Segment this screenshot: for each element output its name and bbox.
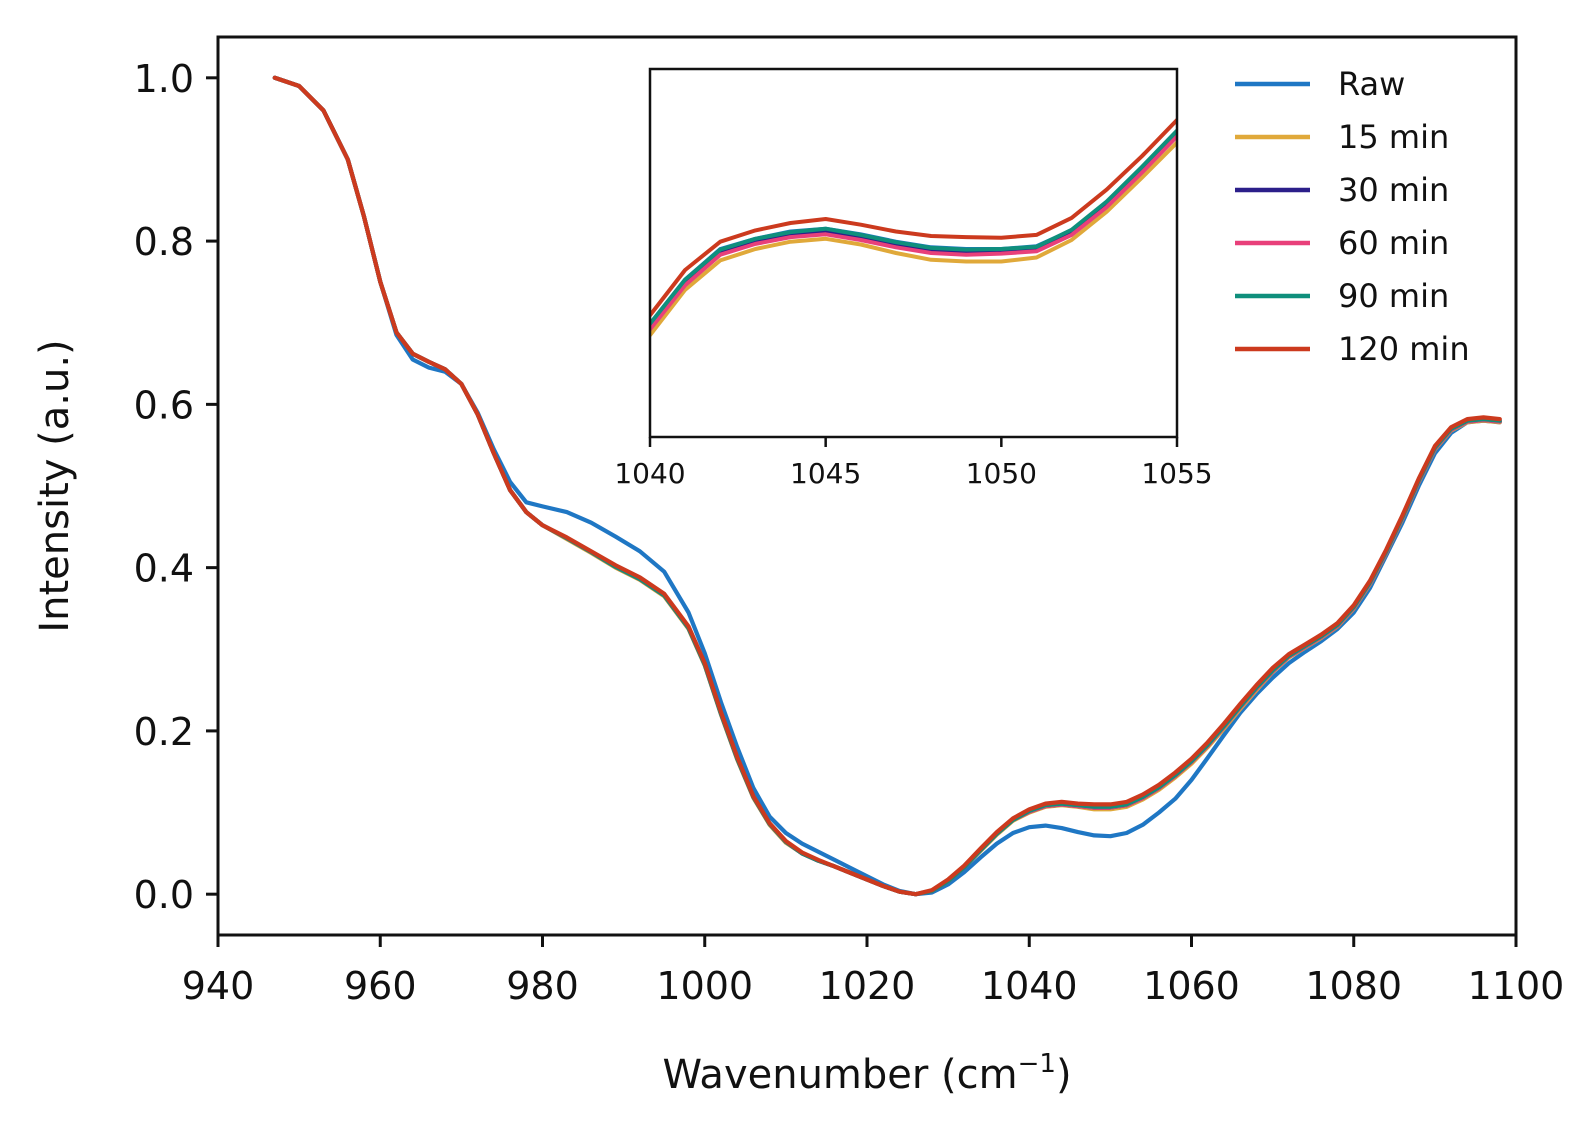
legend-item-raw: Raw: [1235, 65, 1405, 103]
legend: Raw 15 min 30 min 60 min 90 min 120 min: [1235, 65, 1470, 368]
y-axis-label: Intensity (a.u.): [32, 339, 78, 632]
legend-label: 90 min: [1338, 277, 1449, 315]
main-ytick-label: 0.8: [134, 220, 194, 264]
legend-item-60-min: 60 min: [1235, 224, 1449, 262]
main-ytick-label: 0.0: [134, 873, 194, 917]
legend-label: 60 min: [1338, 224, 1449, 262]
legend-label: 120 min: [1338, 330, 1470, 368]
main-ytick-label: 0.6: [134, 383, 194, 427]
inset-frame: [648, 67, 1179, 439]
inset-series-line-120-min: [650, 118, 1177, 318]
inset-series-line-90-min: [650, 128, 1177, 326]
main-axes-group: 940 960 980 1000 1020 1040 1060 1080 1100 0.0 0.2 0…: [32, 35, 1565, 1098]
inset-series-group: [650, 118, 1177, 338]
legend-item-15-min: 15 min: [1235, 118, 1449, 156]
legend-item-30-min: 30 min: [1235, 171, 1449, 209]
inset-group: 1040 1045 1050 1055: [614, 67, 1213, 490]
main-ytick-label: 0.2: [134, 710, 194, 754]
legend-label: 15 min: [1338, 118, 1449, 156]
legend-item-120-min: 120 min: [1235, 330, 1470, 368]
legend-label: 30 min: [1338, 171, 1449, 209]
main-xtick-label: 1020: [819, 964, 916, 1008]
main-xtick-label: 1100: [1468, 964, 1565, 1008]
inset-xtick-label: 1045: [790, 457, 861, 490]
inset-xtick-label: 1055: [1141, 457, 1212, 490]
legend-item-90-min: 90 min: [1235, 277, 1449, 315]
main-xtick-label: 980: [506, 964, 579, 1008]
main-series-group: [272, 75, 1502, 897]
x-axis-label: Wavenumber (cm−1): [662, 1049, 1071, 1098]
main-xtick-label: 1080: [1305, 964, 1402, 1008]
inset-series-line-15-min: [650, 140, 1177, 338]
main-ytick-label: 0.4: [134, 547, 194, 591]
inset-xtick-label: 1040: [614, 457, 685, 490]
inset-series-line-60-min: [650, 134, 1177, 332]
inset-xtick-label: 1050: [966, 457, 1037, 490]
main-xtick-label: 940: [182, 964, 255, 1008]
main-xtick-label: 1000: [656, 964, 753, 1008]
legend-label: Raw: [1338, 65, 1405, 103]
main-xtick-label: 1040: [981, 964, 1078, 1008]
x-axis-label-close: ): [1056, 1052, 1072, 1098]
main-series-line-120-min: [272, 75, 1502, 897]
main-xtick-label: 960: [344, 964, 417, 1008]
main-xtick-label: 1060: [1143, 964, 1240, 1008]
main-ytick-label: 1.0: [134, 57, 194, 101]
x-axis-label-superscript: −1: [1018, 1049, 1056, 1079]
x-axis-label-text: Wavenumber (cm: [662, 1052, 1017, 1098]
